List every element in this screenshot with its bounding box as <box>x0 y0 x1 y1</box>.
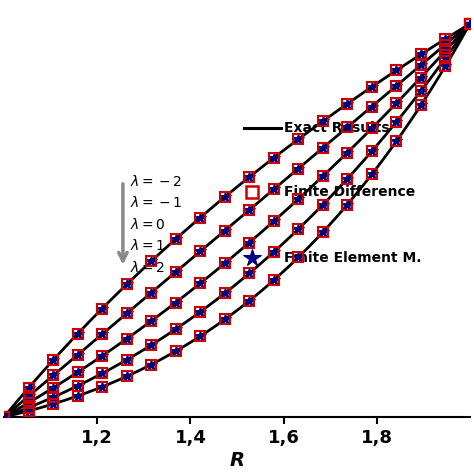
Text: Finite Difference: Finite Difference <box>283 185 415 199</box>
Text: $\lambda = 0$: $\lambda = 0$ <box>130 217 165 232</box>
Text: $\lambda = -2$: $\lambda = -2$ <box>130 173 182 189</box>
Text: Finite Element M.: Finite Element M. <box>283 251 421 265</box>
Text: $\lambda = 2$: $\lambda = 2$ <box>130 260 165 275</box>
Text: $\lambda = -1$: $\lambda = -1$ <box>130 195 182 210</box>
X-axis label: R: R <box>229 451 245 470</box>
Text: Exact Results: Exact Results <box>283 121 389 135</box>
Text: $\lambda = 1$: $\lambda = 1$ <box>130 238 165 254</box>
